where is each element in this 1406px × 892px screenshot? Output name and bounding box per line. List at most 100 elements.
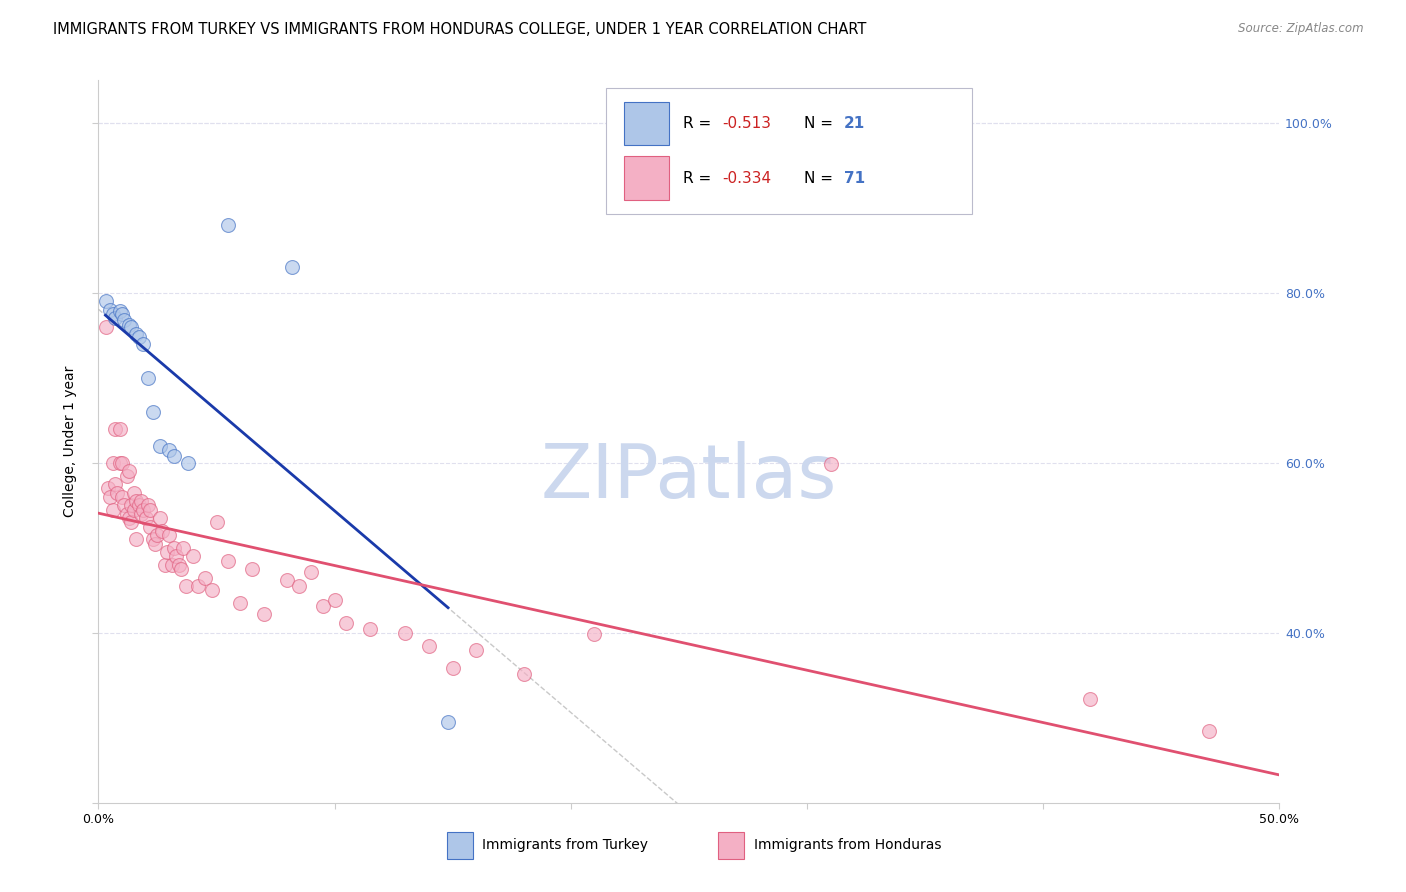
Point: [205, 516, 228, 530]
Point: [1198, 723, 1220, 738]
Text: Immigrants from Turkey: Immigrants from Turkey: [482, 838, 648, 853]
FancyBboxPatch shape: [624, 102, 669, 145]
Point: [111, 490, 134, 504]
Point: [122, 485, 145, 500]
Point: [418, 639, 440, 653]
Point: [172, 541, 194, 555]
Point: [253, 607, 276, 621]
Point: [153, 558, 176, 572]
Point: [112, 313, 135, 327]
Point: [121, 498, 143, 512]
Point: [149, 511, 172, 525]
Point: [288, 579, 311, 593]
Point: [104, 422, 127, 436]
Point: [136, 498, 159, 512]
Point: [115, 468, 138, 483]
Text: 71: 71: [844, 170, 865, 186]
Point: [132, 336, 155, 351]
Point: [820, 458, 842, 472]
Point: [512, 666, 534, 681]
Text: N =: N =: [803, 170, 838, 186]
Point: [181, 549, 204, 564]
Point: [122, 502, 145, 516]
Point: [128, 330, 150, 344]
Point: [157, 528, 180, 542]
Point: [583, 627, 606, 641]
Point: [101, 456, 124, 470]
Point: [276, 573, 298, 587]
Point: [104, 311, 127, 326]
Point: [128, 498, 150, 512]
Text: 21: 21: [844, 116, 865, 131]
Point: [111, 307, 134, 321]
Point: [112, 498, 135, 512]
Point: [157, 443, 180, 458]
Point: [177, 456, 200, 470]
Point: [101, 502, 124, 516]
Y-axis label: College, Under 1 year: College, Under 1 year: [63, 366, 77, 517]
Point: [167, 558, 190, 572]
Point: [1080, 692, 1102, 706]
Point: [115, 507, 138, 521]
Point: [437, 714, 460, 729]
Point: [121, 516, 143, 530]
Point: [146, 528, 169, 542]
Point: [111, 456, 134, 470]
Point: [142, 405, 165, 419]
Point: [170, 562, 193, 576]
Point: [108, 422, 131, 436]
Point: [98, 302, 121, 317]
Text: R =: R =: [683, 116, 716, 131]
Point: [104, 477, 127, 491]
Point: [465, 642, 488, 657]
Point: [217, 553, 239, 567]
Point: [125, 494, 148, 508]
Point: [97, 481, 120, 495]
Point: [105, 485, 128, 500]
Point: [217, 218, 239, 232]
Point: [118, 464, 141, 478]
FancyBboxPatch shape: [606, 87, 973, 214]
Point: [441, 661, 464, 675]
Point: [149, 439, 172, 453]
Point: [163, 449, 186, 463]
FancyBboxPatch shape: [447, 831, 472, 859]
Point: [150, 524, 173, 538]
Point: [165, 549, 187, 564]
Point: [108, 304, 131, 318]
Point: [98, 490, 121, 504]
Text: R =: R =: [683, 170, 716, 186]
Point: [135, 511, 157, 525]
Text: IMMIGRANTS FROM TURKEY VS IMMIGRANTS FROM HONDURAS COLLEGE, UNDER 1 YEAR CORRELA: IMMIGRANTS FROM TURKEY VS IMMIGRANTS FRO…: [53, 22, 868, 37]
Point: [240, 562, 263, 576]
Point: [121, 319, 143, 334]
Point: [125, 326, 148, 341]
Point: [323, 593, 346, 607]
Point: [143, 536, 166, 550]
Text: Immigrants from Honduras: Immigrants from Honduras: [754, 838, 942, 853]
Point: [359, 622, 381, 636]
Point: [118, 511, 141, 525]
Point: [156, 545, 179, 559]
Point: [335, 615, 357, 630]
Point: [163, 541, 186, 555]
Point: [174, 579, 197, 593]
Point: [281, 260, 304, 275]
Point: [129, 507, 152, 521]
Text: N =: N =: [803, 116, 838, 131]
Point: [101, 307, 124, 321]
Point: [201, 583, 224, 598]
Point: [139, 502, 162, 516]
Point: [94, 294, 117, 309]
Point: [118, 318, 141, 332]
Text: -0.513: -0.513: [723, 116, 770, 131]
Text: Source: ZipAtlas.com: Source: ZipAtlas.com: [1239, 22, 1364, 36]
FancyBboxPatch shape: [718, 831, 744, 859]
Point: [136, 371, 159, 385]
Point: [108, 456, 131, 470]
Point: [229, 596, 252, 610]
Point: [194, 570, 217, 584]
Text: -0.334: -0.334: [723, 170, 770, 186]
Point: [312, 599, 335, 613]
Point: [132, 502, 155, 516]
